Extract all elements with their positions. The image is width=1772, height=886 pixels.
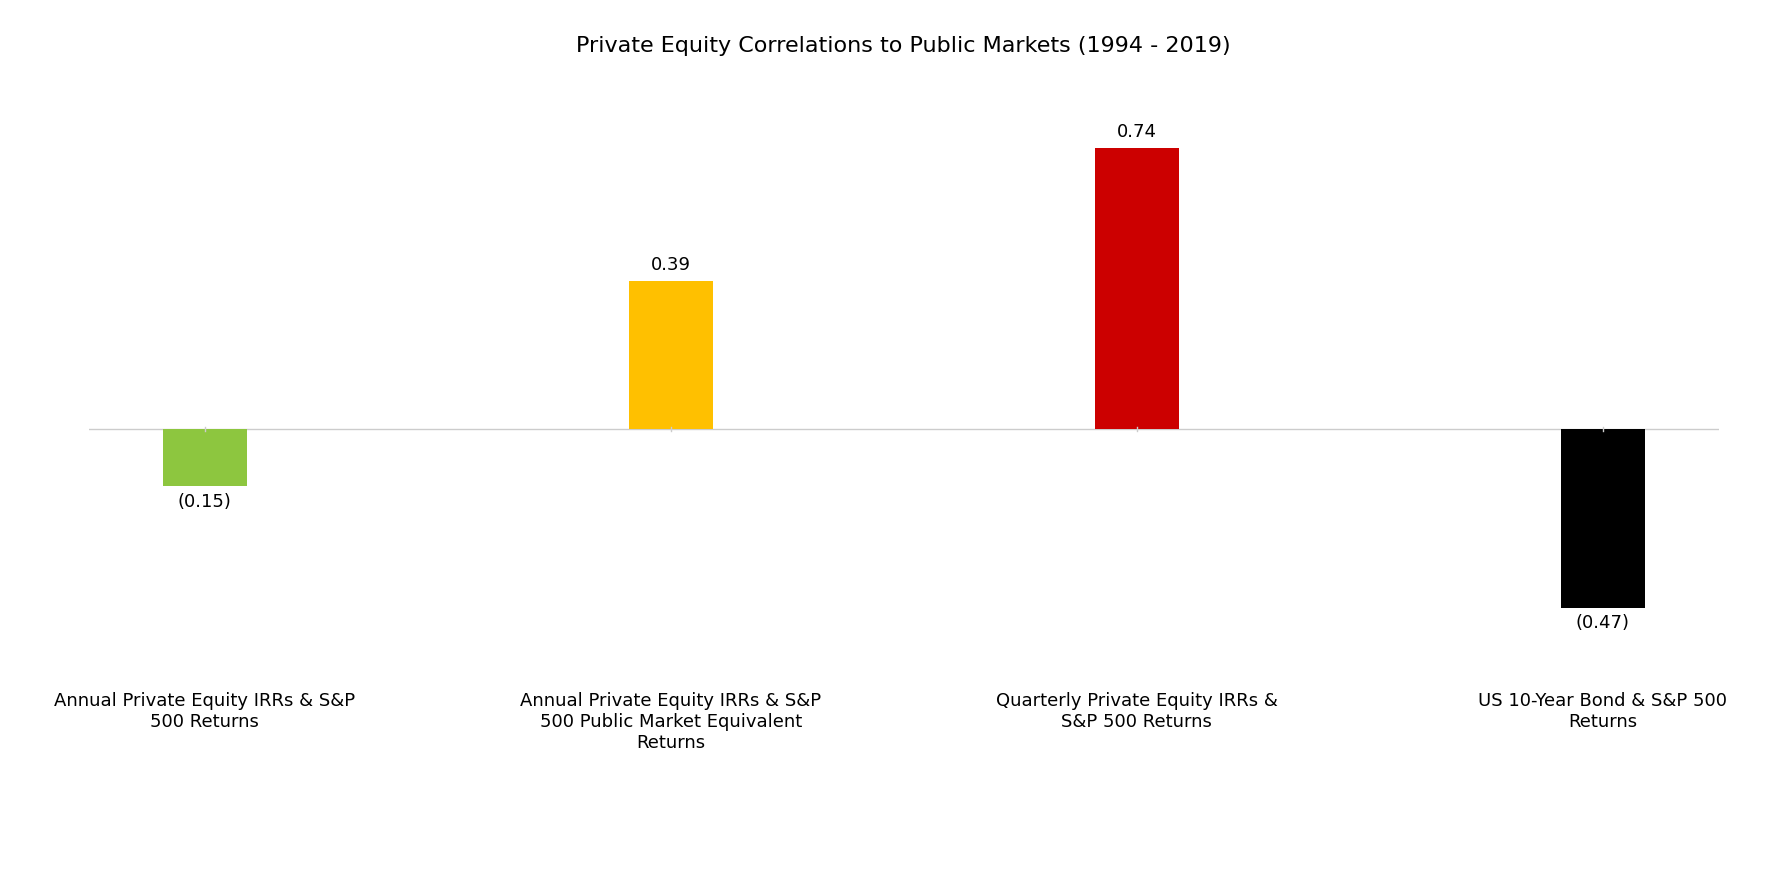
Title: Private Equity Correlations to Public Markets (1994 - 2019): Private Equity Correlations to Public Ma… <box>576 36 1232 56</box>
Bar <box>163 429 246 486</box>
Text: 0.74: 0.74 <box>1116 123 1157 141</box>
Bar <box>629 281 712 429</box>
Text: (0.15): (0.15) <box>177 493 232 511</box>
Bar <box>1561 429 1644 608</box>
Text: 0.39: 0.39 <box>650 256 691 274</box>
Text: (0.47): (0.47) <box>1575 614 1630 633</box>
Bar <box>1095 148 1178 429</box>
